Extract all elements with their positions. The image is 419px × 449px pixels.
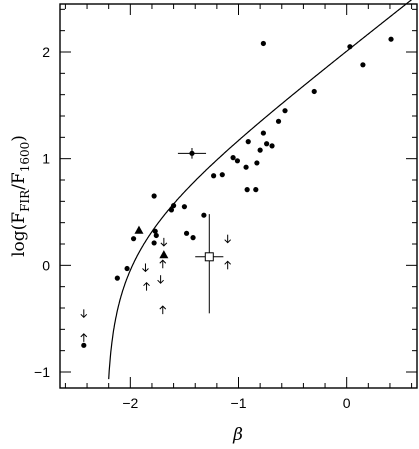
data-point xyxy=(275,118,282,124)
data-point xyxy=(183,230,190,236)
data-point xyxy=(114,275,120,281)
data-point xyxy=(151,193,157,199)
upper-limit-arrowhead xyxy=(224,239,232,244)
data-point xyxy=(211,173,217,179)
data-point xyxy=(153,232,159,239)
y-label-sub-fir: FIR xyxy=(18,189,32,212)
data-point xyxy=(168,207,175,213)
axis-ticks xyxy=(60,4,417,388)
data-point xyxy=(151,240,157,246)
data-point xyxy=(257,147,263,153)
data-point xyxy=(260,40,266,47)
data-point xyxy=(264,141,270,147)
data-point xyxy=(130,236,137,242)
data-point xyxy=(181,204,188,210)
upper-limit-arrowhead xyxy=(160,242,168,247)
data-point xyxy=(234,158,241,164)
y-label-part: /F xyxy=(9,172,29,190)
lower-limit-arrowhead xyxy=(80,333,88,338)
data-point xyxy=(230,155,236,161)
upper-limit-arrowhead xyxy=(142,268,149,273)
data-point xyxy=(253,187,259,193)
y-tick-label: −1 xyxy=(34,364,50,380)
y-axis-label: log(FFIR/F1600) xyxy=(9,135,32,257)
data-point xyxy=(254,160,260,166)
triangle-point xyxy=(134,225,144,234)
x-tick-label: 0 xyxy=(343,395,351,411)
y-tick-label: 2 xyxy=(42,44,50,60)
lower-limit-arrowhead xyxy=(143,281,150,287)
data-point xyxy=(388,36,394,42)
open-square-point xyxy=(204,252,214,262)
data-point xyxy=(347,44,353,50)
x-tick-label: −2 xyxy=(122,395,138,411)
x-tick-label: −1 xyxy=(231,395,247,411)
data-marks xyxy=(80,36,394,348)
data-point xyxy=(244,187,250,193)
data-point xyxy=(360,62,366,68)
data-point xyxy=(282,108,288,114)
y-tick-label: 0 xyxy=(42,257,50,273)
triangle-point xyxy=(159,250,169,259)
data-point xyxy=(219,172,225,178)
y-label-sub-1600: 1600 xyxy=(18,142,32,173)
data-point xyxy=(81,342,87,348)
data-point xyxy=(311,88,317,95)
y-label-part: ) xyxy=(9,135,29,142)
data-point xyxy=(170,203,177,209)
upper-limit-arrowhead xyxy=(157,279,164,284)
data-point xyxy=(124,265,130,272)
errorbar-point xyxy=(189,150,195,156)
x-axis-label: β xyxy=(232,425,243,445)
data-point xyxy=(190,235,196,241)
data-point xyxy=(243,164,249,170)
lower-limit-arrowhead xyxy=(224,260,232,265)
lower-limit-arrowhead xyxy=(159,305,167,310)
data-point xyxy=(152,228,158,234)
tick-labels: −2 −1 0 −1 0 1 2 xyxy=(34,44,351,411)
data-point xyxy=(245,139,251,145)
y-tick-label: 1 xyxy=(42,151,50,167)
y-label-part: log(F xyxy=(9,212,29,257)
upper-limit-arrowhead xyxy=(80,313,88,319)
lower-limit-arrowhead xyxy=(159,259,167,264)
data-point xyxy=(269,143,275,149)
data-point xyxy=(201,212,207,218)
data-point xyxy=(260,130,266,136)
model-curve xyxy=(108,0,413,380)
